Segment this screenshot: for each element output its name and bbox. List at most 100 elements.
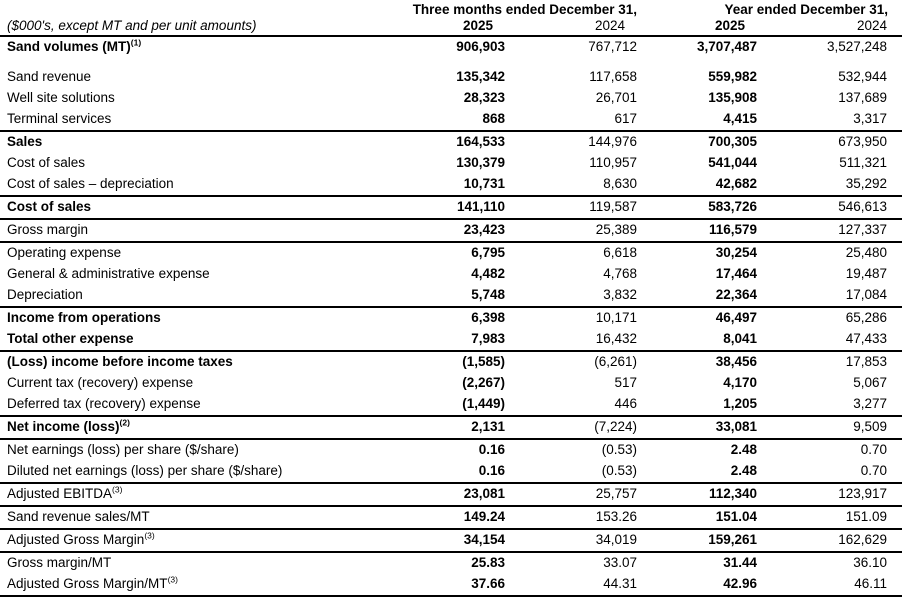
value-cell: 25,757 (505, 483, 638, 507)
row-label: Sand revenue (0, 67, 392, 88)
year-header-row: ($000's, except MT and per unit amounts)… (0, 17, 902, 37)
value-cell: 42,682 (637, 174, 758, 197)
spacer-cell (887, 307, 902, 329)
value-cell: 0.70 (757, 461, 888, 484)
value-cell: 44.31 (505, 574, 638, 597)
table-row: Well site solutions 28,323 26,701 135,908 13… (0, 88, 902, 109)
value-cell: 19,487 (845, 266, 888, 281)
table-body: Sand volumes (MT)(1) 906,903 767,712 3,707,… (0, 36, 902, 597)
value-cell: 110,957 (589, 155, 638, 170)
value-cell: 1,205 (637, 394, 758, 417)
table-row: Cost of sales 141,110 119,587 583,726 546,61… (0, 196, 902, 220)
value-cell: 6,795 (471, 245, 505, 260)
table-row: Total other expense 7,983 16,432 8,041 47,43… (0, 329, 902, 352)
header-blank-cell (0, 0, 392, 17)
row-label-text: Total other expense (7, 331, 134, 346)
table-row: General & administrative expense 4,482 4,7… (0, 264, 902, 285)
row-label-text: Diluted net earnings (loss) per share ($… (7, 463, 283, 478)
value-cell: 0.70 (860, 442, 888, 457)
value-cell: 868 (392, 109, 505, 132)
row-label: Operating expense (0, 242, 392, 264)
value-cell: 2,131 (392, 416, 505, 440)
value-cell: 3,832 (505, 285, 638, 308)
value-cell: 8,041 (637, 329, 758, 352)
table-row: Gross margin/MT 25.83 33.07 31.44 36.10 (0, 552, 902, 574)
spacer-cell (887, 36, 902, 58)
spacer-cell (887, 109, 902, 132)
spacer-cell (887, 88, 902, 109)
row-label-text: Gross margin (7, 222, 89, 237)
row-label-text: Depreciation (7, 287, 83, 302)
value-cell: 33.07 (603, 555, 638, 570)
row-label: Adjusted Gross Margin/MT(3) (0, 574, 392, 597)
table-row: Depreciation 5,748 3,832 22,364 17,084 (0, 285, 902, 308)
value-cell: 112,340 (637, 483, 758, 507)
table-row: Sand volumes (MT)(1) 906,903 767,712 3,707,… (0, 36, 902, 58)
spacer-cell (887, 174, 902, 197)
spacer-cell (887, 153, 902, 174)
footnote-ref: (3) (112, 484, 123, 495)
spacer-cell (887, 574, 902, 597)
row-label: Adjusted Gross Margin(3) (0, 529, 392, 553)
row-label-text: Adjusted Gross Margin/MT (7, 576, 168, 591)
row-label: Cost of sales (0, 153, 392, 174)
table-row: Deferred tax (recovery) expense (1,449) 44… (0, 394, 902, 417)
value-cell: 22,364 (637, 285, 758, 308)
row-label-text: Sand revenue (7, 69, 92, 84)
spacer-cell (887, 67, 902, 88)
table-row: Sand revenue sales/MT 149.24 153.26 151.04 1… (0, 506, 902, 530)
value-cell: 16,432 (505, 329, 638, 352)
value-cell: (7,224) (505, 416, 638, 440)
value-cell: 26,701 (595, 90, 638, 105)
col-header-3mo-2024: 2024 (505, 17, 638, 37)
row-label: Diluted net earnings (loss) per share ($… (0, 461, 392, 484)
spacer-cell (887, 552, 902, 574)
value-cell: (6,261) (594, 354, 638, 369)
value-cell: 42.96 (637, 574, 758, 597)
value-cell: 33,081 (637, 416, 758, 440)
value-cell: 3,277 (757, 394, 888, 417)
spacer-cell (887, 461, 902, 484)
value-cell: 532,944 (838, 69, 888, 84)
value-cell: 446 (505, 394, 638, 417)
value-cell: 149.24 (392, 506, 505, 530)
value-cell: 35,292 (757, 174, 888, 197)
value-cell: 36.10 (853, 555, 888, 570)
row-label: Current tax (recovery) expense (0, 373, 392, 394)
unit-note: ($000's, except MT and per unit amounts) (0, 17, 392, 37)
value-cell: 5,748 (392, 285, 505, 308)
row-label-text: Sales (7, 134, 43, 149)
value-cell: 151.09 (757, 506, 888, 530)
row-label: Adjusted EBITDA(3) (0, 483, 392, 507)
value-cell: 3,707,487 (696, 39, 758, 54)
value-cell: 151.04 (637, 506, 758, 530)
row-label: Net income (loss)(2) (0, 416, 392, 440)
value-cell: (0.53) (601, 442, 638, 457)
table-row: Net earnings (loss) per share ($/share) 0… (0, 439, 902, 461)
value-cell: 46,497 (715, 310, 758, 325)
value-cell: 123,917 (757, 483, 888, 507)
row-label-text: Gross margin/MT (7, 555, 112, 570)
value-cell: 34,154 (392, 529, 505, 553)
value-cell: 673,950 (838, 134, 888, 149)
spacer-cell (887, 242, 902, 264)
value-cell: 25,389 (505, 219, 638, 243)
row-label: Terminal services (0, 109, 392, 132)
value-cell: 153.26 (505, 506, 638, 530)
row-label: Net earnings (loss) per share ($/share) (0, 439, 392, 461)
table-row: Adjusted Gross Margin/MT(3) 37.66 44.31 42.… (0, 574, 902, 597)
spacer-cell (887, 416, 902, 440)
spacer-cell (887, 506, 902, 530)
value-cell: 164,533 (456, 134, 505, 149)
value-cell: 517 (614, 375, 638, 390)
spacer-cell (887, 529, 902, 553)
value-cell: 46.11 (757, 574, 888, 597)
row-label-text: General & administrative expense (7, 266, 210, 281)
value-cell: 2.48 (637, 461, 758, 484)
header-spacer-cell (887, 17, 902, 37)
col-header-3mo-2025: 2025 (392, 17, 505, 37)
value-cell: 119,587 (505, 196, 638, 220)
table-row: (Loss) income before income taxes (1,585)… (0, 351, 902, 373)
row-label: Gross margin (0, 219, 392, 243)
